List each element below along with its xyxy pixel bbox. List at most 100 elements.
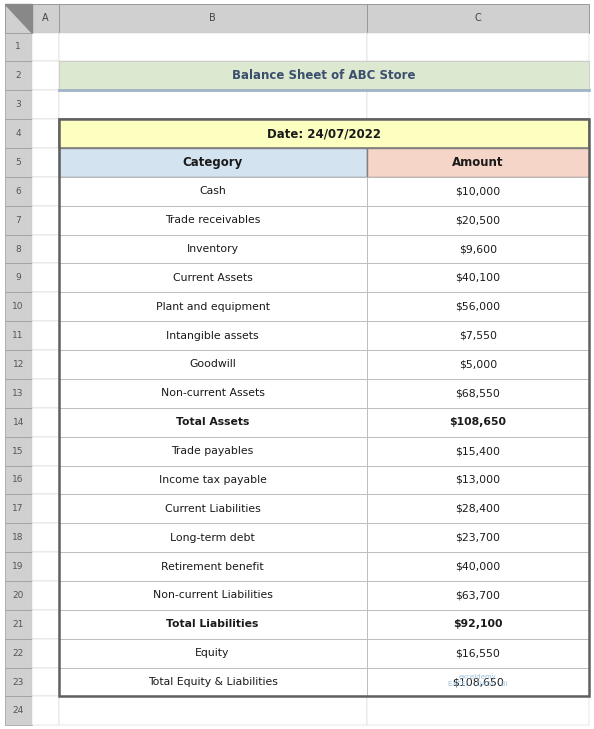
Bar (5, 321, 31, 350)
Bar (31, 33, 59, 61)
Bar (366, 552, 589, 581)
Bar (5, 263, 31, 292)
Bar (31, 177, 59, 206)
Text: Category: Category (182, 156, 243, 169)
Text: Total Liabilities: Total Liabilities (166, 620, 259, 629)
Text: 21: 21 (12, 620, 24, 629)
Bar (5, 668, 31, 696)
Bar (366, 235, 589, 263)
Bar (366, 292, 589, 321)
Bar (59, 292, 366, 321)
Bar (366, 177, 589, 206)
Text: 6: 6 (15, 187, 21, 196)
Text: 24: 24 (12, 706, 24, 715)
Bar (31, 610, 59, 639)
Text: 23: 23 (12, 677, 24, 687)
Bar (59, 437, 366, 466)
Bar (31, 4, 59, 33)
Text: 9: 9 (15, 273, 21, 282)
Text: exceldemy
EXCEL · DATA · BI: exceldemy EXCEL · DATA · BI (448, 674, 508, 687)
Bar (5, 148, 31, 177)
Text: 14: 14 (12, 418, 24, 426)
Bar (31, 148, 59, 177)
Bar (31, 523, 59, 552)
Bar (5, 523, 31, 552)
Text: Date: 24/07/2022: Date: 24/07/2022 (267, 127, 381, 140)
Text: Total Assets: Total Assets (176, 417, 249, 427)
Bar (31, 668, 59, 696)
Text: $40,000: $40,000 (455, 561, 501, 572)
Bar (366, 350, 589, 379)
Bar (366, 263, 589, 292)
Bar (59, 379, 366, 408)
Bar (5, 235, 31, 263)
Bar (366, 90, 589, 119)
Bar (366, 206, 589, 235)
Text: 22: 22 (12, 649, 24, 658)
Bar (59, 61, 589, 90)
Text: 1: 1 (15, 42, 21, 52)
Bar (31, 494, 59, 523)
Bar (59, 552, 366, 581)
Bar (59, 321, 366, 350)
Bar (31, 321, 59, 350)
Text: $68,550: $68,550 (456, 389, 500, 398)
Bar (366, 33, 589, 61)
Bar (5, 610, 31, 639)
Text: $20,500: $20,500 (456, 215, 501, 225)
Bar (5, 494, 31, 523)
Text: Income tax payable: Income tax payable (159, 475, 267, 485)
Bar (5, 408, 31, 437)
Bar (59, 696, 366, 725)
Bar (59, 494, 366, 523)
Text: C: C (475, 13, 481, 23)
Text: Long-term debt: Long-term debt (170, 533, 255, 542)
Bar (31, 61, 59, 90)
Bar (5, 119, 31, 148)
Bar (366, 4, 589, 33)
Bar (5, 639, 31, 668)
Text: $40,100: $40,100 (456, 273, 501, 283)
Text: Intangible assets: Intangible assets (166, 331, 259, 340)
Text: 17: 17 (12, 504, 24, 513)
Bar (31, 206, 59, 235)
Text: 8: 8 (15, 244, 21, 254)
Text: $13,000: $13,000 (456, 475, 501, 485)
Bar (59, 235, 366, 263)
Text: $23,700: $23,700 (456, 533, 500, 542)
Bar (59, 148, 366, 177)
Text: Amount: Amount (452, 156, 504, 169)
Text: $7,550: $7,550 (459, 331, 497, 340)
Bar (31, 119, 59, 148)
Bar (31, 408, 59, 437)
Text: 16: 16 (12, 475, 24, 485)
Text: $16,550: $16,550 (456, 648, 500, 658)
Text: $108,650: $108,650 (450, 417, 507, 427)
Text: 19: 19 (12, 562, 24, 571)
Text: Plant and equipment: Plant and equipment (156, 302, 270, 312)
Text: 5: 5 (15, 158, 21, 167)
Text: $63,700: $63,700 (456, 590, 500, 601)
Text: Goodwill: Goodwill (189, 359, 236, 370)
Bar (366, 379, 589, 408)
Text: Cash: Cash (199, 187, 226, 196)
Bar (5, 379, 31, 408)
Text: 18: 18 (12, 533, 24, 542)
Bar (366, 696, 589, 725)
Bar (59, 177, 366, 206)
Bar (366, 668, 589, 696)
Text: Trade receivables: Trade receivables (165, 215, 260, 225)
Text: 2: 2 (15, 71, 21, 80)
Text: $28,400: $28,400 (456, 504, 500, 514)
Bar (31, 437, 59, 466)
Bar (31, 292, 59, 321)
Bar (5, 696, 31, 725)
Text: Equity: Equity (195, 648, 230, 658)
Bar (31, 235, 59, 263)
Bar (5, 61, 31, 90)
Bar (5, 177, 31, 206)
Bar (366, 494, 589, 523)
Text: Non-current Liabilities: Non-current Liabilities (153, 590, 273, 601)
Text: $92,100: $92,100 (453, 620, 503, 629)
Text: 12: 12 (12, 360, 24, 369)
